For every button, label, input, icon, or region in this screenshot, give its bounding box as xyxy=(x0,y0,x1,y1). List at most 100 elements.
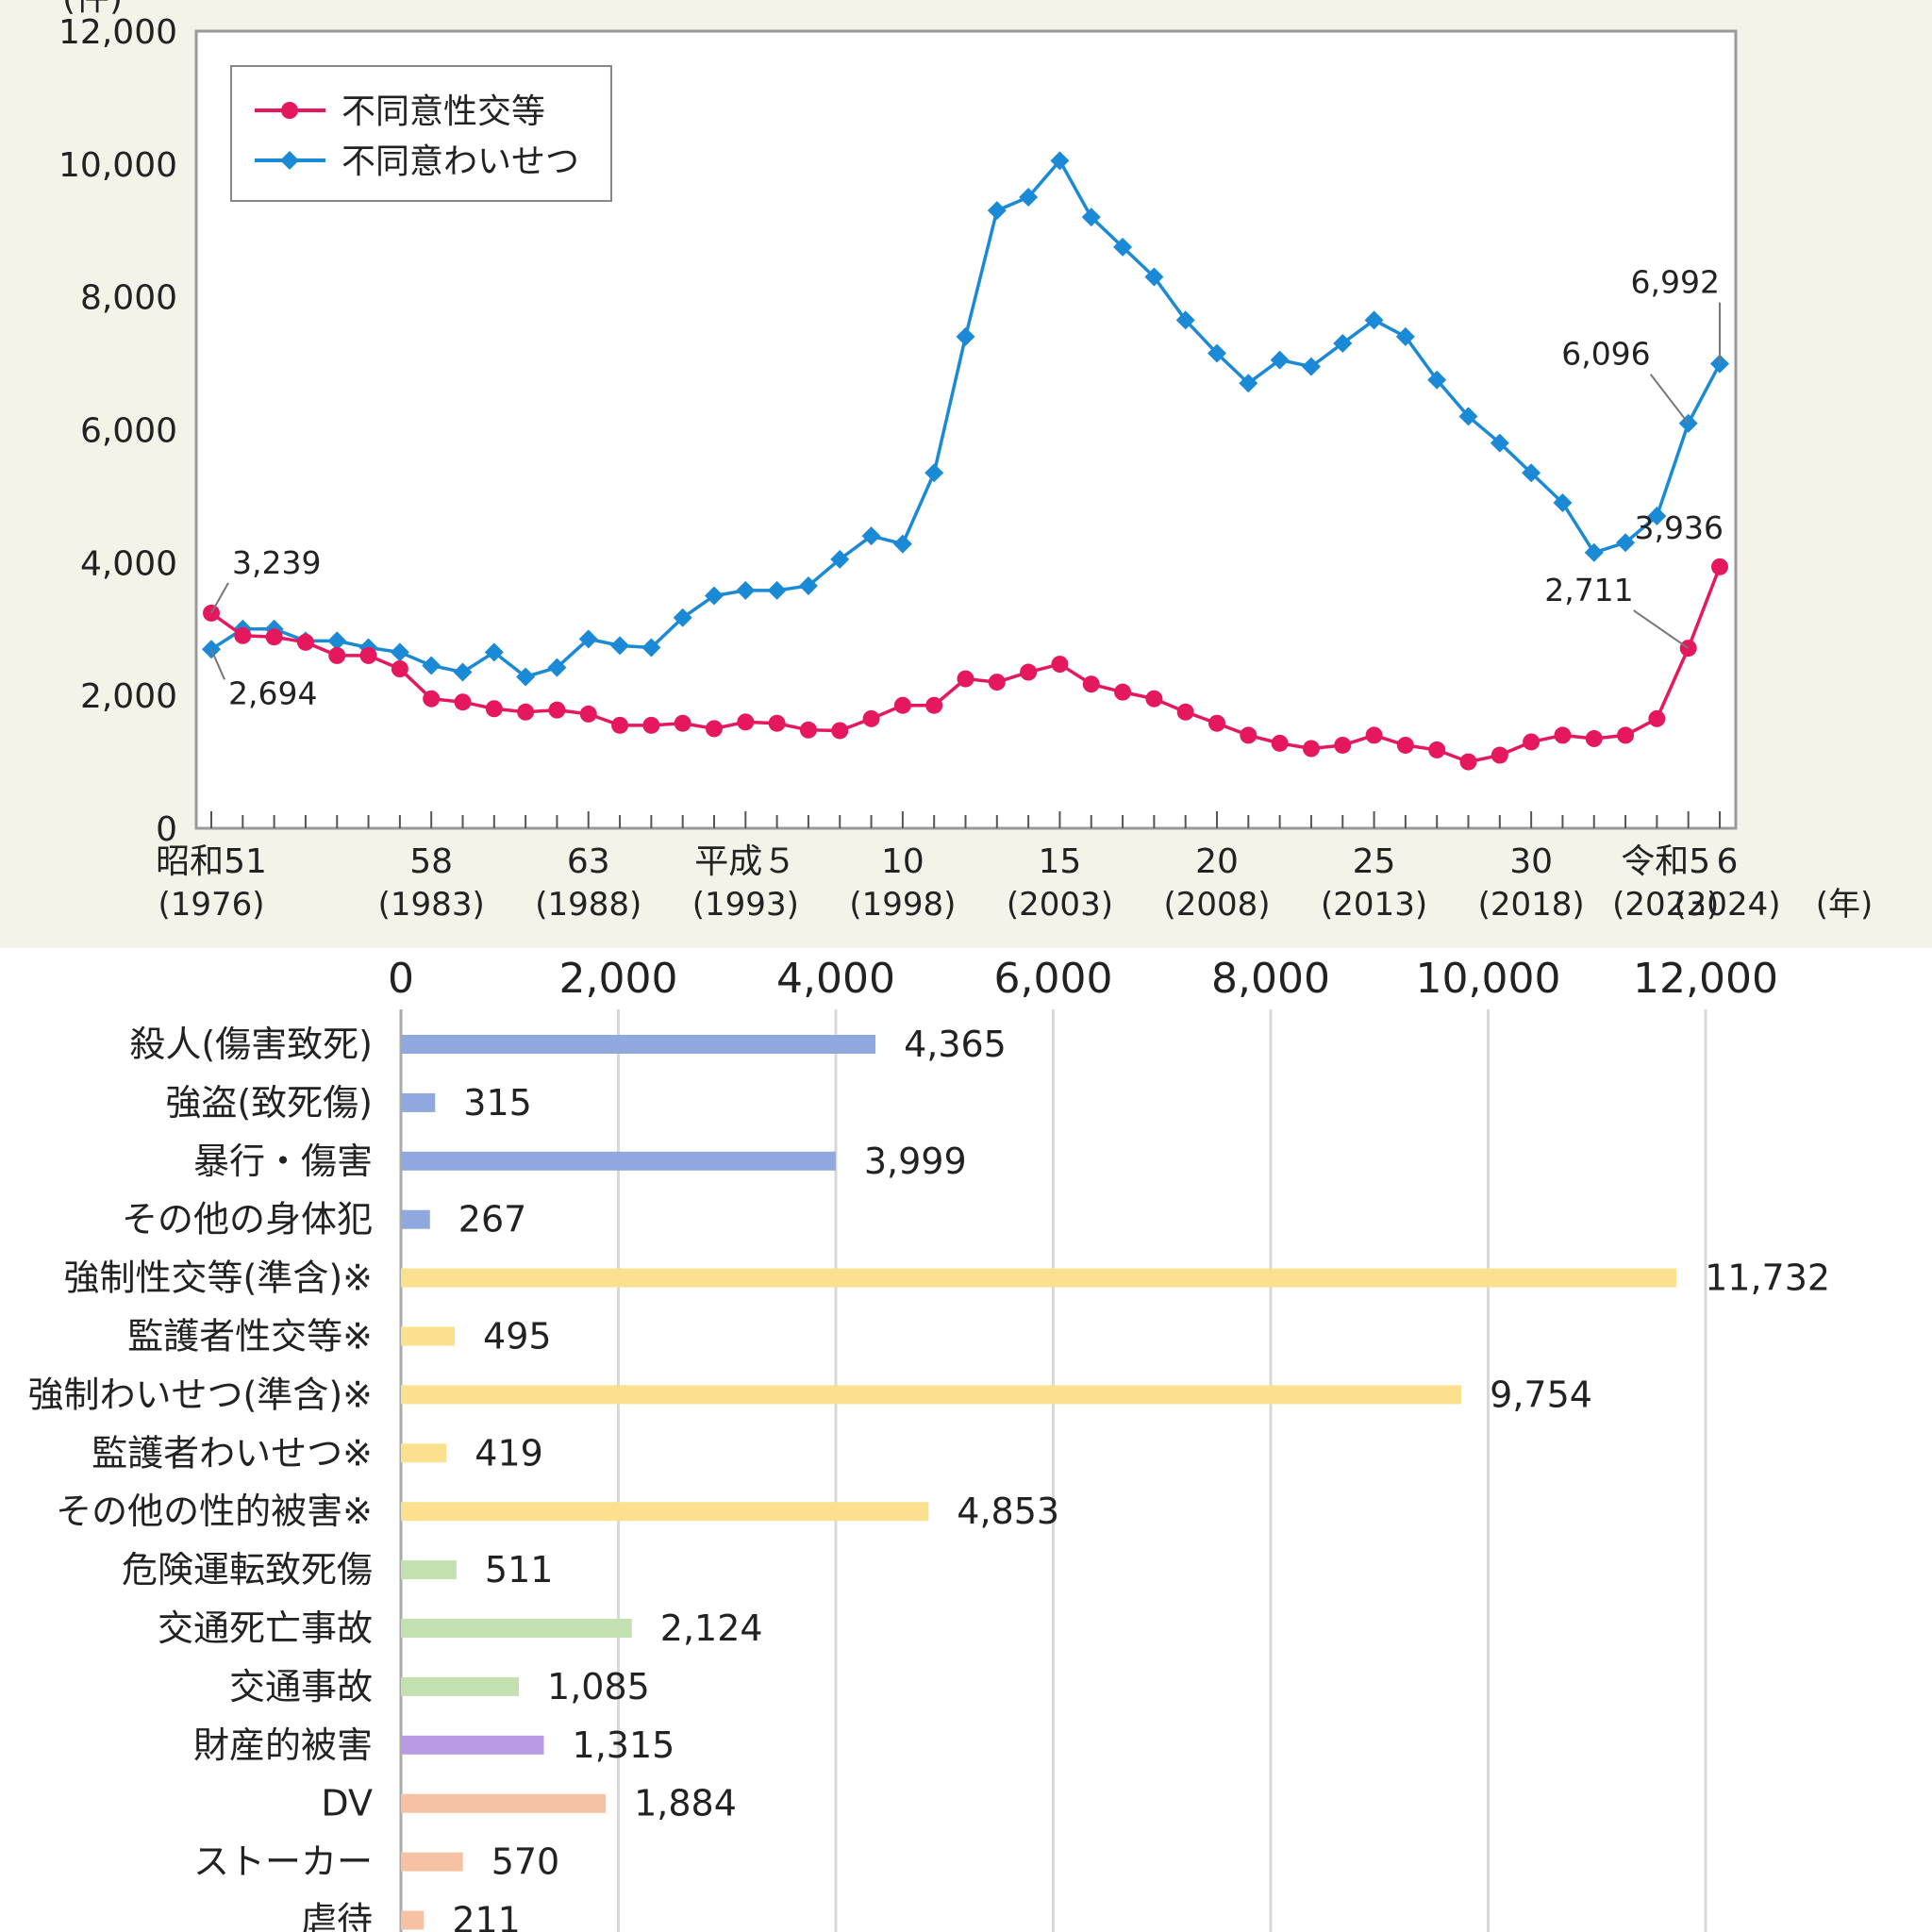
data-point-1 xyxy=(705,586,724,606)
data-point-0 xyxy=(548,701,566,719)
data-point-0 xyxy=(1648,709,1666,727)
bar xyxy=(401,1852,463,1872)
bar xyxy=(401,1793,607,1813)
data-point-1 xyxy=(798,575,818,595)
x-tick-label-era: 平成５ xyxy=(694,842,796,881)
x-tick-label-era: 昭和51 xyxy=(156,842,267,881)
bar xyxy=(401,1560,457,1580)
data-point-0 xyxy=(1523,733,1541,751)
x-tick-label-era: 6 xyxy=(1717,842,1739,881)
data-label: 2,694 xyxy=(228,675,317,711)
data-point-1 xyxy=(830,549,850,569)
bar-value-label: 511 xyxy=(485,1549,554,1591)
legend-label: 不同意性交等 xyxy=(341,92,545,131)
data-point-1 xyxy=(422,656,441,675)
data-label: 6,096 xyxy=(1561,336,1650,373)
bar-value-label: 211 xyxy=(452,1900,521,1932)
data-point-0 xyxy=(1365,726,1383,744)
y-tick-label: 8,000 xyxy=(80,279,177,318)
data-point-0 xyxy=(1051,656,1069,674)
data-point-1 xyxy=(1522,463,1541,483)
data-point-0 xyxy=(1428,741,1446,758)
x-tick-label: 6,000 xyxy=(994,955,1113,1003)
data-point-1 xyxy=(1081,208,1101,227)
data-point-1 xyxy=(1553,492,1573,512)
data-point-1 xyxy=(956,326,975,346)
annotation-leader xyxy=(210,582,229,614)
data-point-0 xyxy=(831,722,849,740)
x-tick-label-era: 令和5 xyxy=(1621,842,1710,881)
data-point-0 xyxy=(737,713,755,731)
data-point-1 xyxy=(453,662,473,682)
data-point-1 xyxy=(1301,357,1321,376)
data-point-1 xyxy=(1584,542,1604,562)
data-point-0 xyxy=(1082,675,1100,693)
data-point-1 xyxy=(1395,326,1415,346)
x-tick-label-year: (2003) xyxy=(1007,886,1113,924)
data-point-1 xyxy=(516,667,536,687)
bar-value-label: 570 xyxy=(491,1841,560,1883)
x-tick-label-year: (2013) xyxy=(1321,886,1427,924)
bar xyxy=(401,1151,836,1171)
data-point-1 xyxy=(484,642,504,662)
data-point-0 xyxy=(1208,714,1225,732)
category-label: 監護者性交等※ xyxy=(127,1316,373,1357)
x-tick-label-year: (1976) xyxy=(158,886,264,924)
data-point-0 xyxy=(1176,703,1194,721)
category-label: ストーカー xyxy=(193,1841,373,1883)
annotation-leader xyxy=(1633,609,1690,649)
bar-chart: 0 2,000 4,000 6,000 8,000 10,000 12,000 殺人(傷害致死… xyxy=(28,955,1830,1932)
bar-value-label: 1,315 xyxy=(573,1724,675,1766)
legend-marker xyxy=(281,102,298,119)
data-point-0 xyxy=(1711,558,1728,575)
bar xyxy=(401,1209,430,1229)
category-label: 強制性交等(準含)※ xyxy=(64,1257,374,1299)
data-point-1 xyxy=(736,580,756,600)
x-tick-label-year: (1998) xyxy=(849,886,956,924)
data-point-0 xyxy=(1114,683,1132,701)
bar xyxy=(401,1443,447,1463)
bar xyxy=(401,1619,632,1638)
x-tick-label: 12,000 xyxy=(1633,955,1778,1003)
y-tick-label: 12,000 xyxy=(58,13,177,52)
x-tick-label-era: 58 xyxy=(409,842,453,881)
bar xyxy=(401,1910,425,1930)
data-point-1 xyxy=(327,631,347,651)
data-point-1 xyxy=(1490,433,1509,453)
bar xyxy=(401,1385,1462,1405)
bar-value-label: 419 xyxy=(475,1432,543,1474)
data-point-1 xyxy=(987,201,1007,221)
data-point-1 xyxy=(1239,374,1258,393)
x-tick-label-year: (2018) xyxy=(1478,886,1585,924)
data-point-0 xyxy=(485,700,503,718)
y-tick-label: 0 xyxy=(156,810,177,849)
bar-value-label: 11,732 xyxy=(1705,1257,1830,1299)
data-point-1 xyxy=(924,463,944,483)
data-point-0 xyxy=(1554,726,1572,744)
x-tick-label-year: (1983) xyxy=(378,886,485,924)
line-chart: (件) 0 2,000 4,000 6,000 8,000 10,000 12,000 昭和51… xyxy=(58,0,1873,924)
data-point-0 xyxy=(423,690,441,708)
data-point-1 xyxy=(578,629,598,649)
bar-value-label: 315 xyxy=(463,1082,532,1124)
data-point-0 xyxy=(1302,740,1320,758)
x-tick-label-year: (1988) xyxy=(535,886,641,924)
data-point-0 xyxy=(265,628,283,646)
bar xyxy=(401,1268,1677,1288)
x-tick-label: 8,000 xyxy=(1211,955,1330,1003)
bar-value-label: 9,754 xyxy=(1490,1374,1592,1415)
x-tick-label: 4,000 xyxy=(776,955,895,1003)
x-tick-label-era: 20 xyxy=(1195,842,1239,881)
data-point-1 xyxy=(861,526,881,546)
data-point-0 xyxy=(706,720,723,738)
y-tick-label: 2,000 xyxy=(80,677,177,716)
data-point-1 xyxy=(1427,370,1447,390)
y-tick-label: 6,000 xyxy=(80,412,177,451)
data-point-1 xyxy=(1364,310,1384,330)
data-point-0 xyxy=(391,660,408,677)
data-point-0 xyxy=(642,716,660,734)
x-tick-label-era: 25 xyxy=(1353,842,1396,881)
y-tick-label: 4,000 xyxy=(80,544,177,583)
data-point-1 xyxy=(673,608,692,627)
